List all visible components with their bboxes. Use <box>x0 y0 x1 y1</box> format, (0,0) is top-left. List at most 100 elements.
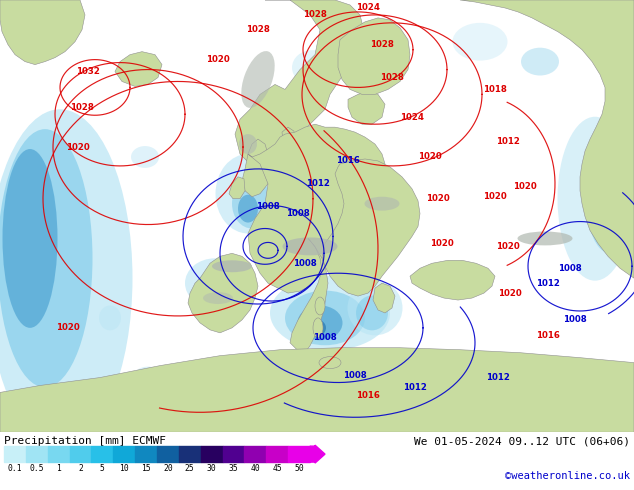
Bar <box>223 446 245 462</box>
Ellipse shape <box>453 23 507 61</box>
Text: 1012: 1012 <box>496 137 520 146</box>
Polygon shape <box>115 51 162 86</box>
Ellipse shape <box>606 164 634 233</box>
Text: 25: 25 <box>185 464 195 473</box>
Polygon shape <box>460 0 634 278</box>
Ellipse shape <box>517 231 573 245</box>
Text: 1016: 1016 <box>356 391 380 400</box>
Ellipse shape <box>195 273 230 303</box>
Polygon shape <box>235 0 365 169</box>
Text: 1020: 1020 <box>56 323 80 332</box>
Text: 1008: 1008 <box>563 316 587 324</box>
Text: 30: 30 <box>207 464 217 473</box>
Text: 1008: 1008 <box>558 264 582 273</box>
Polygon shape <box>290 239 328 353</box>
Text: 1020: 1020 <box>418 152 442 162</box>
Text: 10: 10 <box>119 464 129 473</box>
Text: 1020: 1020 <box>513 182 537 191</box>
Text: 1012: 1012 <box>486 373 510 382</box>
Ellipse shape <box>285 291 365 345</box>
Ellipse shape <box>185 258 245 308</box>
Bar <box>288 446 310 462</box>
Text: 1020: 1020 <box>206 55 230 64</box>
Text: 1020: 1020 <box>426 194 450 203</box>
Bar <box>157 446 179 462</box>
Bar <box>135 446 157 462</box>
Text: 1012: 1012 <box>306 179 330 188</box>
Ellipse shape <box>586 144 634 253</box>
Ellipse shape <box>3 149 58 328</box>
Text: 45: 45 <box>273 464 282 473</box>
Ellipse shape <box>319 357 341 368</box>
Bar <box>4 446 26 462</box>
Text: 1020: 1020 <box>496 242 520 251</box>
Ellipse shape <box>557 117 633 281</box>
Ellipse shape <box>239 134 257 154</box>
Ellipse shape <box>212 260 252 272</box>
Bar <box>245 446 266 462</box>
Text: 1020: 1020 <box>430 239 454 248</box>
Ellipse shape <box>347 281 403 335</box>
FancyArrow shape <box>310 445 325 463</box>
Text: 1028: 1028 <box>380 73 404 82</box>
Polygon shape <box>322 159 420 296</box>
Ellipse shape <box>315 297 325 315</box>
Ellipse shape <box>0 129 93 388</box>
Text: 1028: 1028 <box>70 103 94 112</box>
Text: 15: 15 <box>141 464 151 473</box>
Bar <box>266 446 288 462</box>
Text: 1032: 1032 <box>76 67 100 76</box>
Ellipse shape <box>304 319 326 337</box>
Polygon shape <box>338 18 410 95</box>
Text: 0.5: 0.5 <box>29 464 44 473</box>
Text: 1008: 1008 <box>293 259 317 268</box>
Text: Precipitation [mm] ECMWF: Precipitation [mm] ECMWF <box>4 436 166 446</box>
Text: 1: 1 <box>56 464 61 473</box>
Text: 1028: 1028 <box>303 10 327 20</box>
Bar <box>201 446 223 462</box>
Ellipse shape <box>232 179 272 228</box>
Polygon shape <box>373 283 395 313</box>
Polygon shape <box>282 127 294 144</box>
Text: 50: 50 <box>294 464 304 473</box>
Text: 1024: 1024 <box>356 3 380 12</box>
Ellipse shape <box>270 276 390 350</box>
Text: 1016: 1016 <box>536 331 560 341</box>
Bar <box>70 446 91 462</box>
Ellipse shape <box>0 109 133 447</box>
Ellipse shape <box>203 292 233 304</box>
Text: 1020: 1020 <box>483 192 507 201</box>
Bar <box>91 446 113 462</box>
Text: 5: 5 <box>100 464 105 473</box>
Text: 1008: 1008 <box>343 371 367 380</box>
Text: 1008: 1008 <box>313 333 337 343</box>
Text: 1020: 1020 <box>498 289 522 297</box>
Ellipse shape <box>521 48 559 75</box>
Text: 1028: 1028 <box>370 40 394 49</box>
Text: 2: 2 <box>78 464 83 473</box>
Text: 35: 35 <box>229 464 238 473</box>
Ellipse shape <box>238 195 258 222</box>
Text: 1016: 1016 <box>336 156 360 166</box>
Bar <box>179 446 201 462</box>
Text: 1020: 1020 <box>66 143 90 151</box>
Polygon shape <box>0 348 634 432</box>
Polygon shape <box>188 253 258 333</box>
Ellipse shape <box>313 318 323 338</box>
Text: ©weatheronline.co.uk: ©weatheronline.co.uk <box>505 471 630 481</box>
Ellipse shape <box>259 147 297 181</box>
Text: 20: 20 <box>163 464 173 473</box>
Polygon shape <box>0 0 85 65</box>
Ellipse shape <box>99 305 121 330</box>
Text: 0.1: 0.1 <box>8 464 22 473</box>
Ellipse shape <box>365 196 399 211</box>
Text: 1024: 1024 <box>400 113 424 122</box>
Polygon shape <box>242 139 270 196</box>
Bar <box>48 446 70 462</box>
Bar <box>113 446 135 462</box>
Ellipse shape <box>131 146 159 168</box>
Polygon shape <box>229 177 245 199</box>
Ellipse shape <box>292 50 332 85</box>
Bar <box>26 446 48 462</box>
Ellipse shape <box>283 238 337 255</box>
